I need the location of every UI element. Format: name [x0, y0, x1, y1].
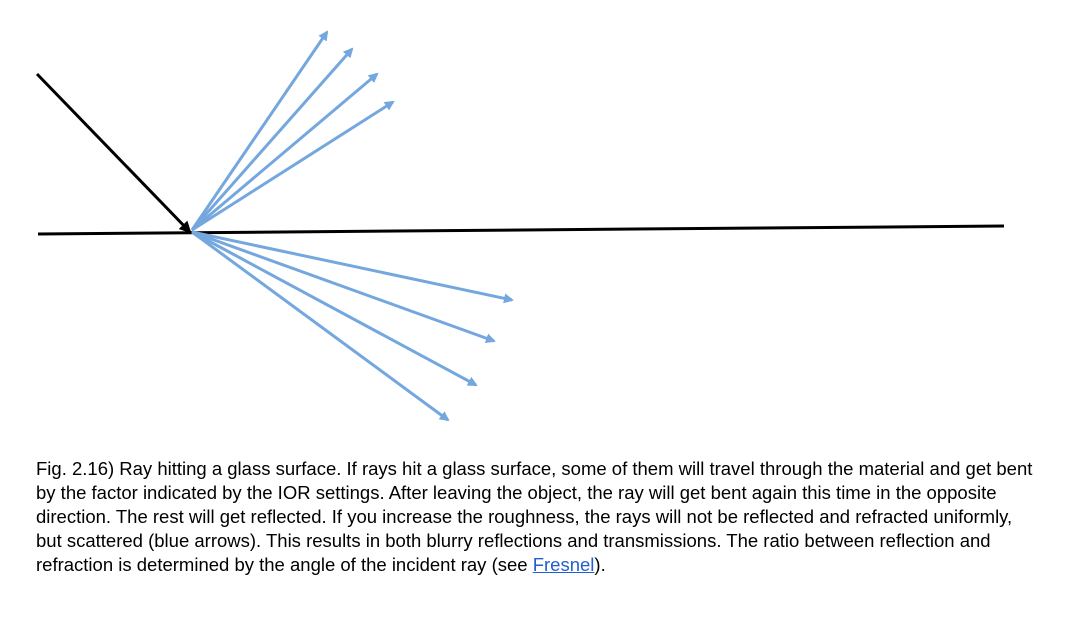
reflected-ray [191, 72, 379, 232]
caption-text: Fig. 2.16) Ray hitting a glass surface. … [36, 458, 1033, 575]
reflected-ray [190, 47, 354, 231]
glass-surface-diagram [35, 30, 1005, 422]
reflected-ray [190, 30, 329, 231]
caption-suffix: ). [594, 554, 606, 575]
refracted-ray [191, 230, 514, 304]
refracted-ray [191, 230, 450, 422]
glass-surface-line [37, 224, 1005, 236]
fresnel-link[interactable]: Fresnel [532, 554, 595, 575]
refracted-ray [191, 230, 478, 387]
reflected-ray [191, 100, 395, 232]
refracted-ray [191, 230, 496, 343]
refracted-rays [191, 230, 514, 422]
reflected-rays [190, 30, 395, 232]
incident-ray [35, 72, 192, 234]
figure-caption: Fig. 2.16) Ray hitting a glass surface. … [36, 457, 1036, 577]
